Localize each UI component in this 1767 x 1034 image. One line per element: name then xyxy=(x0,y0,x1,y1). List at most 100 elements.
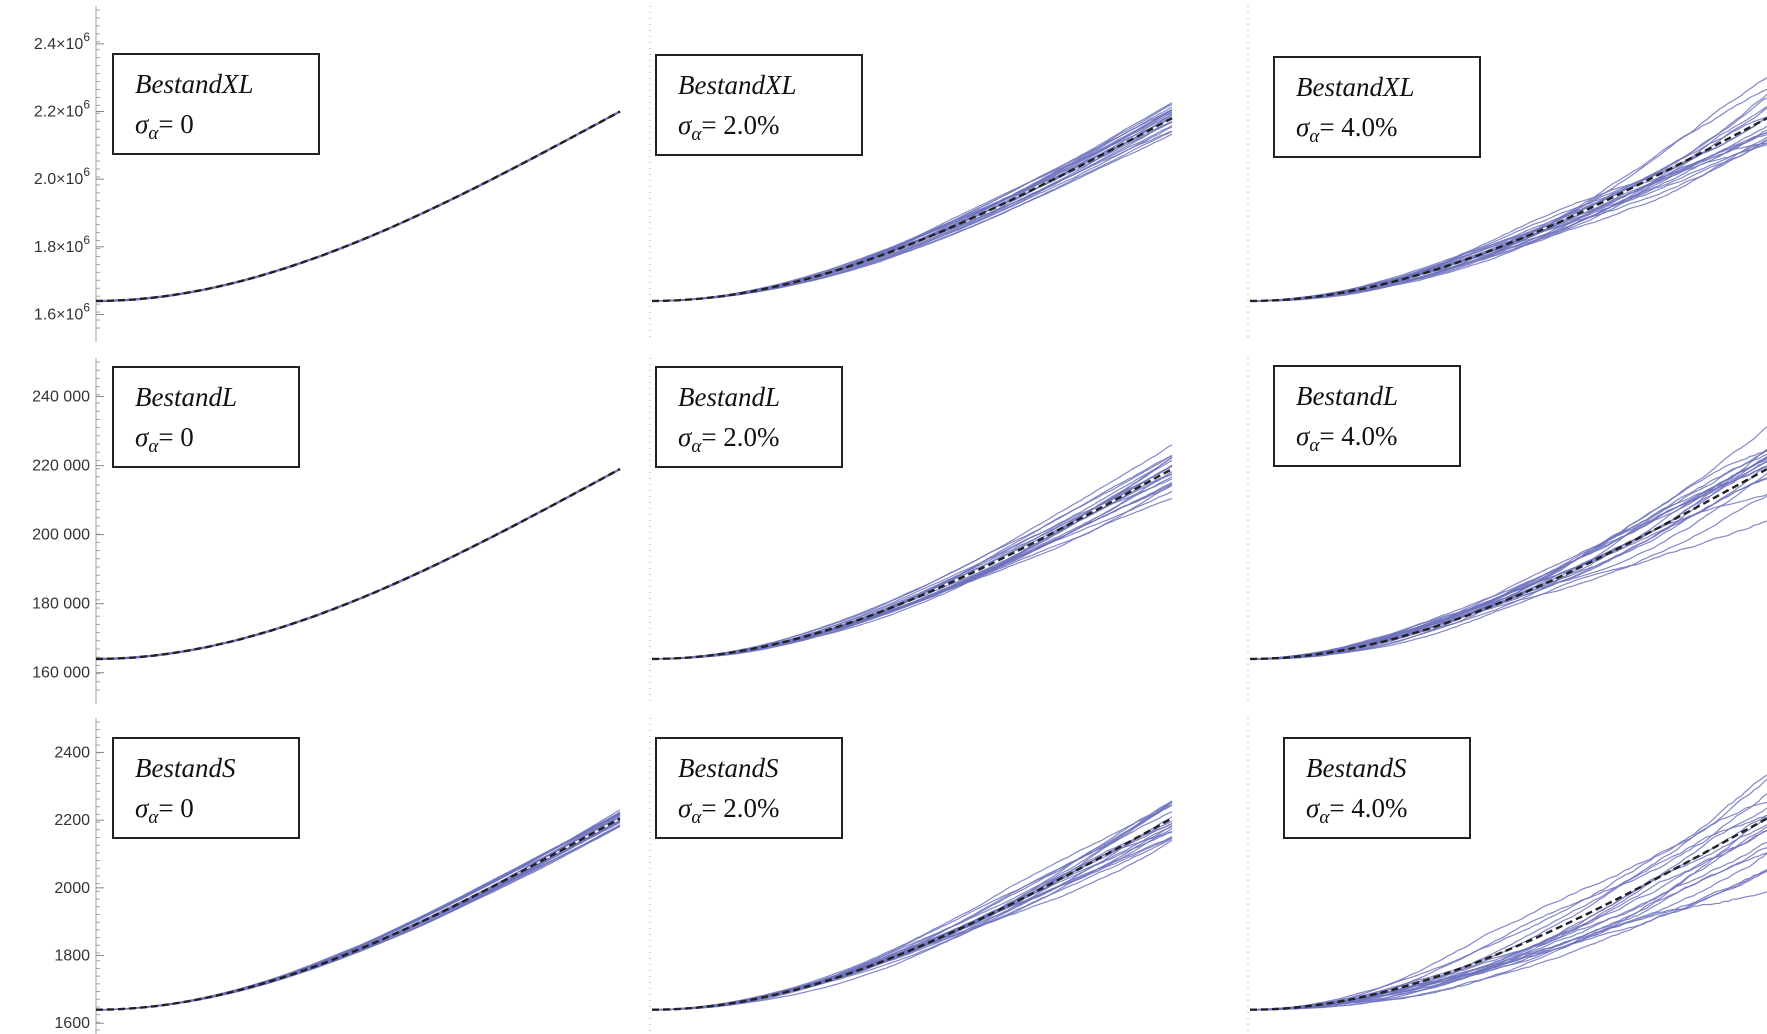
trajectory-line xyxy=(96,809,621,1011)
panel-label-box xyxy=(655,366,843,468)
y-tick-label: 2.4×106 xyxy=(34,30,90,53)
chart-panel: BestandXL σα= 2.0% xyxy=(649,6,1173,342)
trajectory-line xyxy=(652,485,1173,660)
y-tick-label: 160 000 xyxy=(32,665,90,682)
panel-label-box xyxy=(655,737,843,839)
panel-series-name: BestandS xyxy=(1306,753,1407,783)
y-tick-label: 2.2×106 xyxy=(34,97,90,120)
trajectory-line xyxy=(1250,465,1767,660)
tick-base: ×10 xyxy=(56,36,83,53)
trajectory-line xyxy=(1250,449,1767,660)
trajectory-line xyxy=(651,838,1173,1011)
simulation-series xyxy=(1249,426,1767,660)
y-tick-label: 200 000 xyxy=(32,527,90,544)
trajectory-line xyxy=(96,467,621,661)
trajectory-line xyxy=(96,820,621,1011)
tick-exponent: 6 xyxy=(83,30,90,44)
tick-mantissa: 2.2 xyxy=(34,103,56,120)
trajectory-line xyxy=(652,801,1173,1011)
trajectory-line xyxy=(96,813,621,1011)
tick-mantissa: 1.8 xyxy=(34,239,56,256)
trajectory-line xyxy=(96,812,621,1011)
panel-sigma-label: σα= 0 xyxy=(135,109,194,144)
simulation-series xyxy=(96,467,621,661)
trajectory-line xyxy=(652,473,1173,660)
y-tick-label: 180 000 xyxy=(32,596,90,613)
tick-exponent: 6 xyxy=(83,300,90,314)
tick-exponent: 6 xyxy=(83,165,90,179)
trajectory-line xyxy=(651,811,1173,1011)
panel-sigma-label: σα= 0 xyxy=(135,422,194,457)
trajectory-line xyxy=(652,456,1173,660)
trajectory-line xyxy=(96,819,621,1011)
y-tick-label: 1.6×106 xyxy=(34,300,90,323)
tick-mantissa: 2.0 xyxy=(34,171,56,188)
trajectory-line xyxy=(1249,460,1767,660)
chart-panel: 160 000 180 000 200 000 220 000 240 000 Besta… xyxy=(32,358,621,704)
trajectory-line xyxy=(1250,830,1767,1011)
mean-line xyxy=(652,467,1173,661)
panel-label-box xyxy=(1273,365,1461,467)
simulation-series xyxy=(96,809,621,1011)
tick-mantissa: 1.6 xyxy=(34,306,56,323)
chart-panel: BestandL σα= 2.0% xyxy=(649,358,1173,704)
trajectory-line xyxy=(1250,450,1767,660)
trajectory-line xyxy=(1249,136,1767,302)
trajectory-line xyxy=(652,481,1173,660)
tick-base: ×10 xyxy=(56,306,83,323)
panel-sigma-label: σα= 2.0% xyxy=(678,793,780,828)
trajectory-line xyxy=(96,812,621,1011)
trajectory-line xyxy=(652,498,1173,660)
trajectory-line xyxy=(652,816,1173,1011)
trajectory-line xyxy=(652,478,1173,660)
trajectory-line xyxy=(96,821,621,1011)
trajectory-line xyxy=(652,454,1173,660)
trajectory-line xyxy=(96,811,621,1011)
simulation-series xyxy=(1249,774,1767,1011)
panel-series-name: BestandL xyxy=(678,382,780,412)
mean-line xyxy=(1250,117,1767,303)
trajectory-line xyxy=(1250,520,1767,660)
panel-series-name: BestandL xyxy=(1296,381,1398,411)
chart-panel: BestandS σα= 4.0% xyxy=(1247,718,1767,1034)
mean-line xyxy=(652,817,1173,1011)
trajectory-line xyxy=(652,464,1173,660)
trajectory-line xyxy=(1250,133,1767,302)
trajectory-line xyxy=(1250,774,1767,1011)
y-tick-label: 1.8×106 xyxy=(34,233,90,256)
trajectory-line xyxy=(652,457,1173,660)
trajectory-line xyxy=(652,465,1173,660)
mean-line xyxy=(1250,817,1767,1011)
trajectory-line xyxy=(652,483,1173,660)
trajectory-line xyxy=(652,465,1173,660)
trajectory-line xyxy=(1250,453,1767,660)
chart-panel: BestandS σα= 2.0% xyxy=(649,718,1173,1034)
trajectory-line xyxy=(1250,142,1767,302)
trajectory-line xyxy=(1250,139,1767,302)
chart-panel: 1600 1800 2000 2200 2400 BestandS σα= 0 xyxy=(54,718,621,1034)
simulation-series xyxy=(651,800,1173,1011)
y-tick-label: 240 000 xyxy=(32,389,90,406)
trajectory-line xyxy=(1250,457,1767,660)
panel-label-box xyxy=(655,54,863,156)
trajectory-line xyxy=(96,811,621,1011)
panel-sigma-label: σα= 4.0% xyxy=(1296,421,1398,456)
trajectory-line xyxy=(1250,847,1767,1011)
trajectory-line xyxy=(652,490,1173,660)
trajectory-line xyxy=(96,825,621,1011)
trajectory-line xyxy=(96,821,621,1011)
tick-base: ×10 xyxy=(56,103,83,120)
panel-label-box xyxy=(112,53,320,155)
trajectory-line xyxy=(1249,459,1767,660)
trajectory-line xyxy=(1250,841,1767,1011)
mean-line xyxy=(96,110,621,303)
trajectory-line xyxy=(96,815,621,1011)
trajectory-line xyxy=(652,102,1173,302)
panel-sigma-label: σα= 4.0% xyxy=(1296,112,1398,147)
y-tick-label: 2400 xyxy=(54,744,90,761)
trajectory-line xyxy=(96,813,621,1011)
trajectory-line xyxy=(1250,852,1767,1011)
trajectory-line xyxy=(1249,478,1767,660)
y-tick-label: 1800 xyxy=(54,948,90,965)
